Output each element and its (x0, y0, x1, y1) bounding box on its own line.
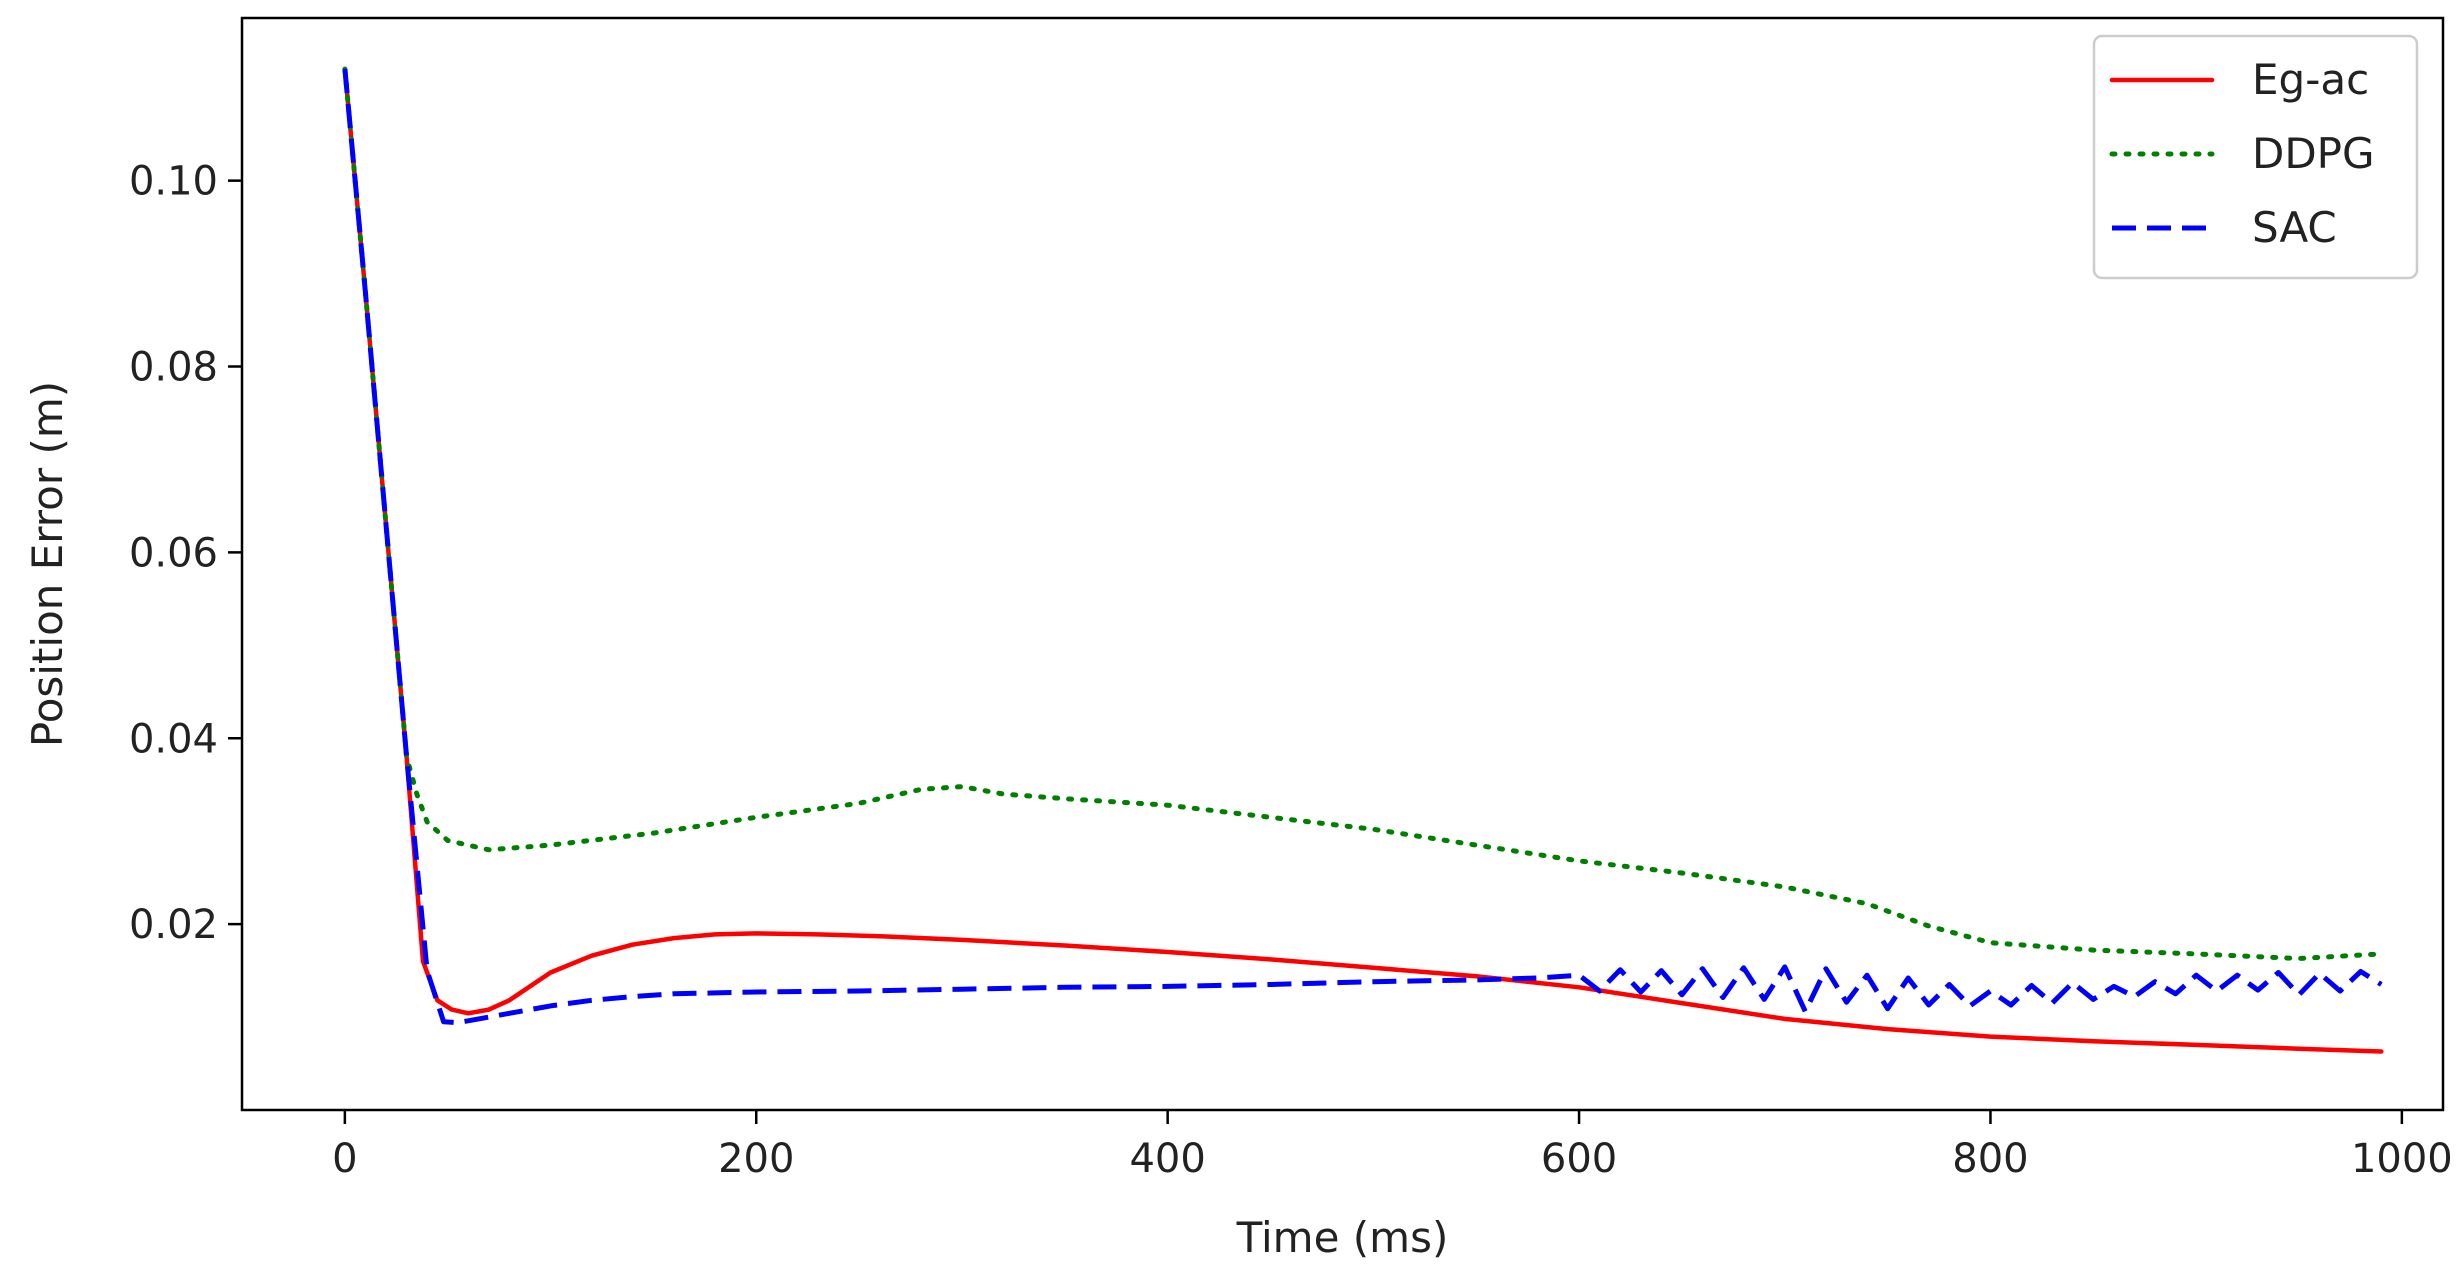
x-tick-label: 0 (332, 1136, 357, 1182)
series-line-ddpg (342, 66, 2384, 961)
legend-label: SAC (2252, 203, 2337, 252)
y-axis-label: Position Error (m) (23, 381, 72, 747)
legend: Eg-ac DDPG SAC (2092, 34, 2419, 280)
x-axis: 0 200 400 600 800 1000 (332, 1110, 2453, 1182)
y-tick-label: 0.10 (129, 159, 218, 205)
x-tick-label: 600 (1541, 1136, 1617, 1182)
y-axis: 0.02 0.04 0.06 0.08 0.10 (129, 159, 242, 948)
x-tick-label: 200 (718, 1136, 794, 1182)
legend-label: DDPG (2252, 129, 2375, 178)
legend-label: Eg-ac (2252, 55, 2369, 104)
x-axis-label: Time (ms) (1236, 1213, 1449, 1262)
legend-box (2092, 34, 2419, 280)
x-tick-label: 400 (1129, 1136, 1205, 1182)
series-line-eg-ac (342, 66, 2384, 1054)
y-tick-label: 0.08 (129, 345, 218, 391)
y-tick-label: 0.02 (129, 902, 218, 948)
plot-frame (240, 16, 2445, 1112)
series-line-sac (342, 68, 2383, 1026)
x-tick-label: 800 (1952, 1136, 2028, 1182)
y-tick-label: 0.06 (129, 530, 218, 576)
series-layer (342, 66, 2384, 1054)
x-tick-label: 1000 (2351, 1136, 2453, 1182)
y-tick-label: 0.04 (129, 716, 218, 762)
